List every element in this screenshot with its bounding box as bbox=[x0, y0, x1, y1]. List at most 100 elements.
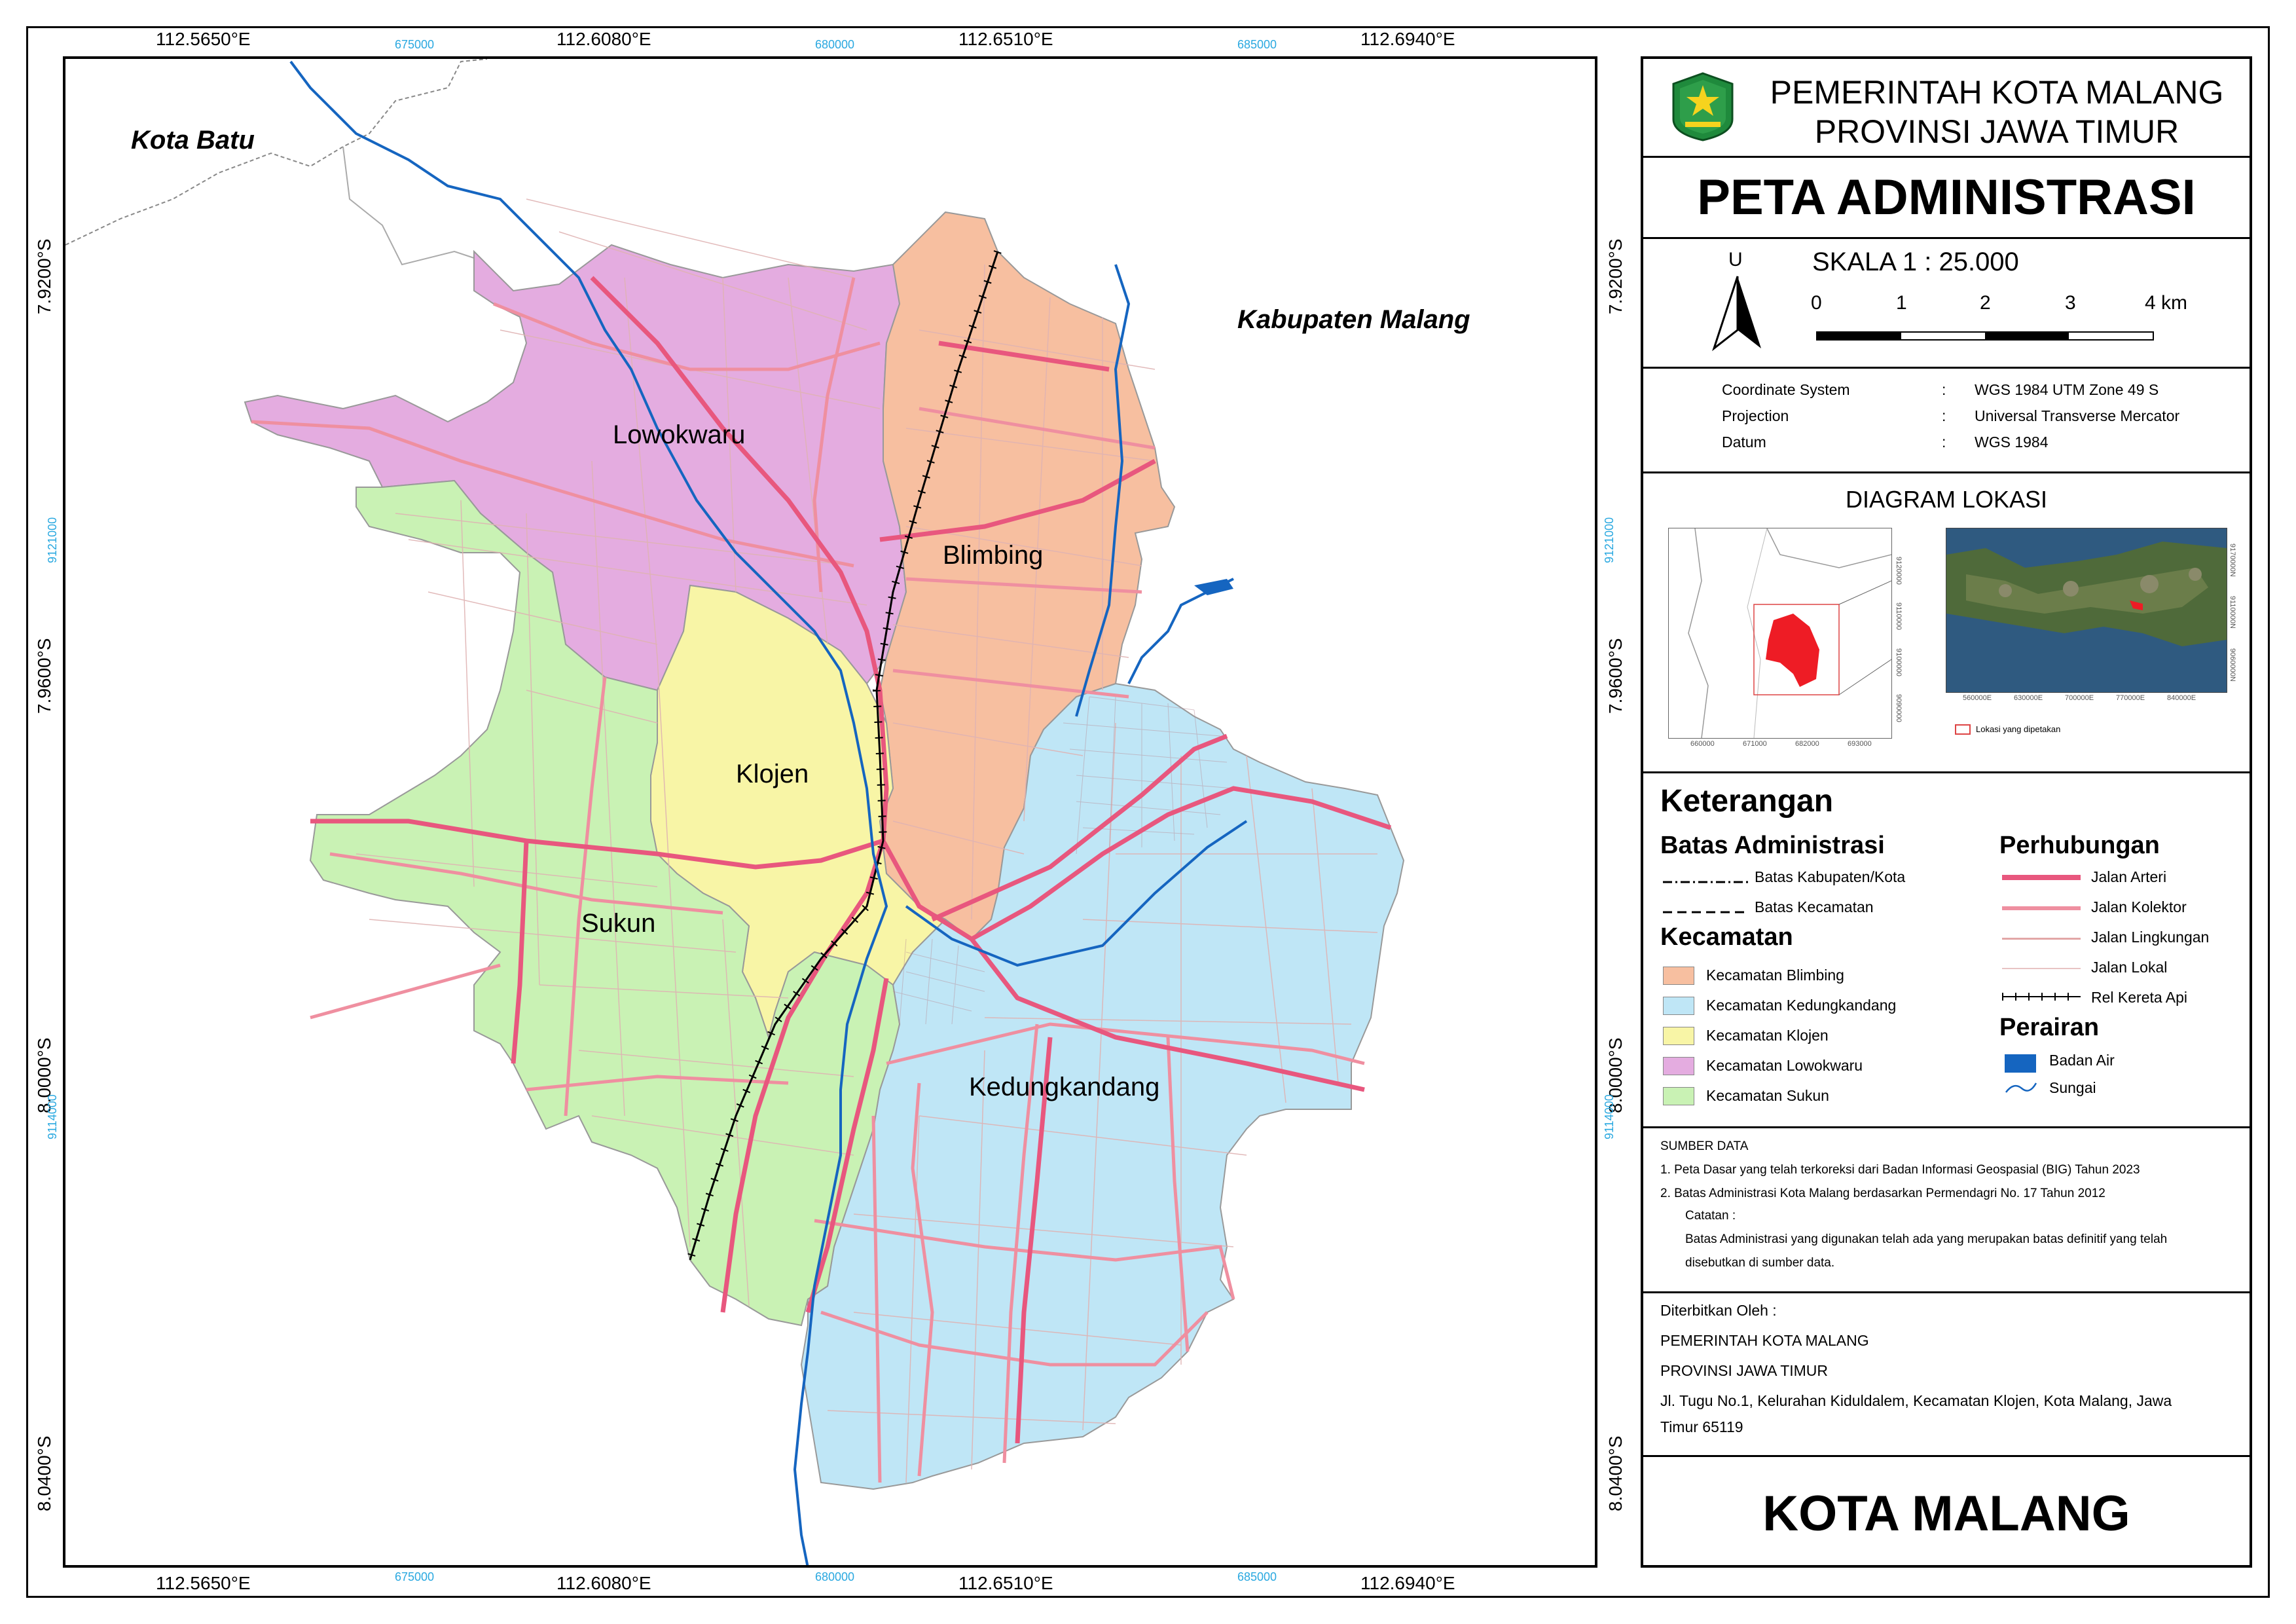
kecamatan-title: Kecamatan bbox=[1660, 923, 1793, 951]
swatch-lowokwaru bbox=[1663, 1057, 1694, 1075]
scale-tick-0: 0 bbox=[1811, 292, 1822, 314]
proj-value-3: WGS 1984 bbox=[1975, 434, 2049, 451]
divider bbox=[1643, 367, 2250, 369]
perhubungan-item-2: Jalan Kolektor bbox=[2091, 898, 2187, 915]
left-coord-2: 7.9600°S bbox=[34, 638, 54, 714]
note-title: Catatan : bbox=[1685, 1209, 1736, 1223]
legend-panel: PEMERINTAH KOTA MALANG PROVINSI JAWA TIM… bbox=[1641, 56, 2252, 1568]
divider bbox=[1643, 1455, 2250, 1457]
right-coord-1: 7.9200°S bbox=[1605, 238, 1626, 314]
right-utm-2: 9114000 bbox=[1603, 1094, 1616, 1139]
right-x-tick-3: 700000E bbox=[2065, 694, 2094, 702]
proj-value-2: Universal Transverse Mercator bbox=[1975, 407, 2180, 424]
divider bbox=[1643, 1126, 2250, 1128]
batas-item-1: Batas Kabupaten/Kota bbox=[1755, 868, 1906, 885]
publisher-line-4: Jl. Tugu No.1, Kelurahan Kiduldalem, Kec… bbox=[1660, 1392, 2172, 1409]
left-y-tick-1: 9120000 bbox=[1895, 557, 1903, 585]
perairan-title: Perairan bbox=[1999, 1014, 2100, 1041]
map-title: PETA ADMINISTRASI bbox=[1697, 170, 2196, 225]
divider bbox=[1643, 1291, 2250, 1293]
label-klojen: Klojen bbox=[736, 760, 809, 788]
railway bbox=[686, 250, 1002, 1261]
scale-tick-4: 4 km bbox=[2145, 292, 2188, 314]
proj-sep-1: : bbox=[1942, 381, 1946, 398]
scale-tick-1: 1 bbox=[1896, 292, 1907, 314]
right-x-tick-1: 560000E bbox=[1963, 694, 1992, 702]
divider bbox=[1643, 156, 2250, 158]
proj-sep-3: : bbox=[1942, 434, 1946, 451]
swatch-kedungkandang bbox=[1663, 997, 1694, 1015]
collector-road-icon bbox=[2002, 906, 2081, 910]
proj-value-1: WGS 1984 UTM Zone 49 S bbox=[1975, 381, 2159, 398]
swatch-klojen bbox=[1663, 1027, 1694, 1045]
kecamatan-item-5: Kecamatan Sukun bbox=[1706, 1087, 1829, 1104]
local-streets bbox=[355, 198, 1378, 1483]
proj-sep-2: : bbox=[1942, 407, 1946, 424]
location-map-right bbox=[1946, 528, 2227, 693]
top-utm-3: 685000 bbox=[1237, 38, 1277, 51]
right-coord-2: 7.9600°S bbox=[1605, 638, 1626, 714]
batas-title: Batas Administrasi bbox=[1660, 832, 1885, 859]
top-coord-2: 112.6080°E bbox=[556, 29, 651, 49]
proj-label-1: Coordinate System bbox=[1722, 381, 1850, 398]
batu-inner-boundary bbox=[342, 146, 475, 266]
bottom-coord-4: 112.6940°E bbox=[1360, 1573, 1455, 1593]
footer-title: KOTA MALANG bbox=[1762, 1486, 2130, 1541]
bottom-utm-1: 675000 bbox=[395, 1570, 435, 1583]
left-utm-1: 9121000 bbox=[46, 517, 59, 563]
label-kabupaten-malang: Kabupaten Malang bbox=[1237, 305, 1470, 334]
left-x-tick-4: 693000 bbox=[1848, 740, 1872, 748]
right-y-tick-1: 9170000N bbox=[2229, 544, 2236, 577]
top-coord-4: 112.6940°E bbox=[1360, 29, 1455, 49]
water-body bbox=[1194, 579, 1233, 595]
right-utm-1: 9121000 bbox=[1603, 517, 1616, 563]
perhubungan-item-5: Rel Kereta Api bbox=[2091, 989, 2188, 1006]
arterial-roads bbox=[310, 276, 1392, 1444]
rivers bbox=[289, 60, 1248, 1565]
kecamatan-item-1: Kecamatan Blimbing bbox=[1706, 967, 1844, 984]
label-blimbing: Blimbing bbox=[943, 541, 1044, 570]
location-legend-label: Lokasi yang dipetakan bbox=[1976, 724, 2061, 734]
publisher-line-5: Timur 65119 bbox=[1660, 1418, 1743, 1435]
divider bbox=[1643, 237, 2250, 239]
left-coord-1: 7.9200°S bbox=[34, 238, 54, 314]
legend-title: Keterangan bbox=[1660, 784, 1834, 819]
gov-line-2: PROVINSI JAWA TIMUR bbox=[1814, 113, 2179, 150]
water-body-swatch bbox=[2005, 1054, 2036, 1073]
north-arrow-icon bbox=[1711, 275, 1764, 354]
left-x-tick-1: 660000 bbox=[1690, 740, 1715, 748]
publisher-line-2: PEMERINTAH KOTA MALANG bbox=[1660, 1332, 1869, 1349]
source-item-1: 1. Peta Dasar yang telah terkoreksi dari… bbox=[1660, 1163, 2140, 1177]
right-x-tick-4: 770000E bbox=[2116, 694, 2145, 702]
proj-label-2: Projection bbox=[1722, 407, 1789, 424]
bottom-coord-2: 112.6080°E bbox=[556, 1573, 651, 1593]
gov-line-1: PEMERINTAH KOTA MALANG bbox=[1770, 74, 2224, 111]
label-kedungkandang: Kedungkandang bbox=[969, 1073, 1160, 1101]
collector-roads bbox=[251, 277, 1365, 1483]
bottom-utm-3: 685000 bbox=[1237, 1570, 1277, 1583]
label-sukun: Sukun bbox=[581, 909, 656, 938]
top-utm-2: 680000 bbox=[815, 38, 855, 51]
sources-title: SUMBER DATA bbox=[1660, 1139, 1749, 1153]
left-y-tick-3: 9100000 bbox=[1895, 648, 1903, 676]
top-utm-1: 675000 bbox=[395, 38, 435, 51]
publisher-line-3: PROVINSI JAWA TIMUR bbox=[1660, 1362, 1829, 1379]
arterial-road-icon bbox=[2002, 875, 2081, 880]
right-coord-4: 8.0400°S bbox=[1605, 1435, 1626, 1511]
batas-item-2: Batas Kecamatan bbox=[1755, 898, 1874, 915]
map-canvas[interactable] bbox=[65, 59, 1595, 1565]
left-x-tick-3: 682000 bbox=[1795, 740, 1819, 748]
map-frame[interactable]: Kota Batu Kabupaten Malang Lowokwaru Bli… bbox=[63, 56, 1597, 1568]
note-line-1: Batas Administrasi yang digunakan telah … bbox=[1685, 1232, 2168, 1246]
kecamatan-item-2: Kecamatan Kedungkandang bbox=[1706, 997, 1897, 1014]
left-utm-2: 9114000 bbox=[46, 1094, 59, 1139]
perhubungan-item-1: Jalan Arteri bbox=[2091, 868, 2167, 885]
scale-tick-3: 3 bbox=[2065, 292, 2076, 314]
railway-icon bbox=[2002, 991, 2081, 1002]
swatch-blimbing bbox=[1663, 967, 1694, 985]
outer-frame bbox=[26, 26, 2270, 1598]
dash-line-icon bbox=[1663, 906, 1748, 913]
left-x-tick-2: 671000 bbox=[1743, 740, 1767, 748]
source-item-2: 2. Batas Administrasi Kota Malang berdas… bbox=[1660, 1187, 2105, 1200]
district-sukun bbox=[309, 479, 901, 1327]
